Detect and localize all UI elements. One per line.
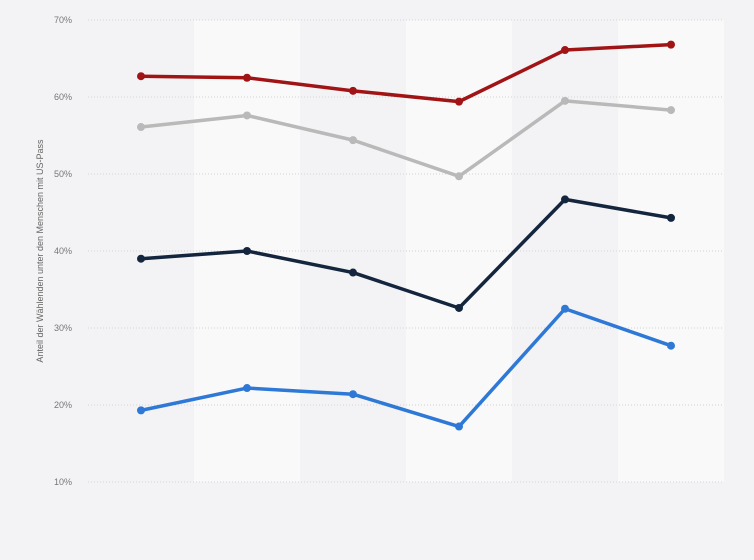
series-line-3 — [139, 197, 673, 310]
data-point[interactable] — [243, 111, 251, 120]
data-point[interactable] — [349, 86, 357, 95]
data-point[interactable] — [137, 406, 145, 415]
y-tick-label: 30% — [54, 323, 72, 333]
data-point[interactable] — [667, 341, 675, 350]
series-line-4 — [139, 307, 673, 429]
data-point[interactable] — [243, 384, 251, 393]
column-band — [88, 20, 194, 482]
data-point[interactable] — [349, 390, 357, 399]
data-point[interactable] — [455, 172, 463, 181]
series-points — [137, 40, 675, 431]
y-tick-label: 70% — [54, 15, 72, 25]
data-point[interactable] — [243, 247, 251, 255]
data-point[interactable] — [349, 136, 357, 145]
series-lines — [139, 42, 673, 429]
data-point[interactable] — [137, 72, 145, 81]
data-point[interactable] — [667, 40, 675, 49]
data-point[interactable] — [349, 268, 357, 277]
data-point[interactable] — [561, 304, 569, 313]
data-point[interactable] — [137, 254, 145, 263]
column-band — [618, 20, 724, 482]
data-point[interactable] — [455, 422, 463, 431]
y-axis-title: Anteil der Wählenden unter den Menschen … — [35, 139, 45, 363]
y-tick-label: 10% — [54, 477, 72, 487]
data-point[interactable] — [561, 195, 569, 204]
data-point[interactable] — [455, 97, 463, 106]
data-point[interactable] — [455, 303, 463, 312]
data-point[interactable] — [137, 123, 145, 132]
data-point[interactable] — [243, 73, 251, 82]
series-line-1 — [139, 42, 673, 104]
data-point[interactable] — [667, 213, 675, 222]
data-point[interactable] — [561, 46, 569, 55]
y-tick-label: 60% — [54, 92, 72, 102]
y-tick-label: 50% — [54, 169, 72, 179]
y-tick-label: 40% — [54, 246, 72, 256]
data-point[interactable] — [561, 96, 569, 105]
y-axis-ticks: 10% 20% 30% 40% 50% 60% 70% — [54, 15, 72, 487]
y-tick-label: 20% — [54, 400, 72, 410]
data-point[interactable] — [667, 106, 675, 115]
series-line-2 — [139, 99, 673, 179]
